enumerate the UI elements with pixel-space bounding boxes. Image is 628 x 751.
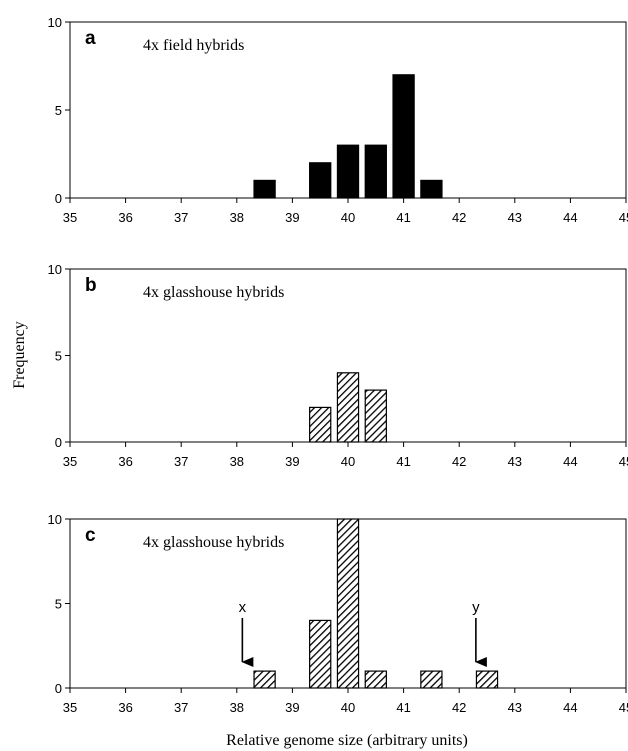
panel-letter: b xyxy=(85,275,97,296)
histogram-bar xyxy=(475,670,499,689)
y-tick-label: 10 xyxy=(48,512,62,527)
x-tick-label: 35 xyxy=(63,210,77,225)
x-tick-label: 40 xyxy=(341,454,355,469)
x-tick-label: 42 xyxy=(452,210,466,225)
y-tick-label: 0 xyxy=(55,191,62,206)
histogram-bar xyxy=(364,389,387,443)
histogram-bar xyxy=(309,406,332,443)
y-tick-label: 10 xyxy=(48,15,62,30)
x-tick-label: 38 xyxy=(230,454,244,469)
panel-title: 4x glasshouse hybrids xyxy=(143,534,284,551)
histogram-bar xyxy=(253,670,276,689)
panel-b: 0 5 10 35 36 37 38 39 40 41 42 43 44 45 b 4x glasshouse… xyxy=(48,262,628,469)
x-tick-label: 37 xyxy=(174,454,188,469)
histogram-bar xyxy=(364,670,387,689)
x-tick-label: 37 xyxy=(174,210,188,225)
annotation-label: x xyxy=(239,599,247,616)
panels: 0 5 10 35 36 37 38 39 40 41 42 43 44 45 a 4x field hybr… xyxy=(48,15,628,715)
histogram-bar xyxy=(364,144,387,199)
histogram-bar xyxy=(336,518,360,689)
x-tick-label: 39 xyxy=(285,210,299,225)
histogram-bar xyxy=(253,179,276,199)
x-tick-label: 38 xyxy=(230,210,244,225)
x-tick-label: 39 xyxy=(285,700,299,715)
x-tick-label: 35 xyxy=(63,454,77,469)
x-tick-label: 44 xyxy=(563,454,577,469)
x-tick-label: 41 xyxy=(396,210,410,225)
panel-c: 0 5 10 35 36 37 38 39 40 41 42 43 44 45 c 4x glasshouse… xyxy=(48,512,628,715)
x-tick-label: 35 xyxy=(63,700,77,715)
x-tick-label: 44 xyxy=(563,210,577,225)
histogram-bar xyxy=(420,179,443,199)
histogram-bar xyxy=(309,162,332,199)
y-tick-label: 5 xyxy=(55,103,62,118)
x-tick-label: 41 xyxy=(396,454,410,469)
y-tick-label: 5 xyxy=(55,349,62,364)
panel-title: 4x field hybrids xyxy=(143,37,244,54)
x-tick-label: 43 xyxy=(508,700,522,715)
x-tick-label: 40 xyxy=(341,700,355,715)
x-tick-label: 37 xyxy=(174,700,188,715)
panel-letter: c xyxy=(85,525,96,546)
y-tick-label: 0 xyxy=(55,435,62,450)
x-tick-label: 45 xyxy=(619,700,628,715)
x-tick-label: 41 xyxy=(396,700,410,715)
x-tick-label: 45 xyxy=(619,454,628,469)
x-tick-label: 44 xyxy=(563,700,577,715)
y-tick-label: 10 xyxy=(48,262,62,277)
histogram-bar xyxy=(336,144,360,199)
x-tick-label: 42 xyxy=(452,454,466,469)
histogram-bar xyxy=(336,372,360,443)
x-tick-label: 36 xyxy=(118,210,132,225)
y-axis-title: Frequency xyxy=(11,321,28,389)
histogram-bar xyxy=(392,74,415,199)
panel-title: 4x glasshouse hybrids xyxy=(143,284,284,301)
x-tick-label: 42 xyxy=(452,700,466,715)
annotation-label: y xyxy=(472,599,480,616)
y-tick-label: 5 xyxy=(55,597,62,612)
x-tick-label: 43 xyxy=(508,210,522,225)
x-tick-label: 45 xyxy=(619,210,628,225)
histogram-bar xyxy=(309,619,332,689)
x-tick-label: 36 xyxy=(118,700,132,715)
x-tick-label: 36 xyxy=(118,454,132,469)
histogram-bar xyxy=(420,670,443,689)
x-tick-label: 43 xyxy=(508,454,522,469)
panel-a: 0 5 10 35 36 37 38 39 40 41 42 43 44 45 a 4x field hybr… xyxy=(48,15,628,225)
x-tick-label: 40 xyxy=(341,210,355,225)
x-tick-label: 39 xyxy=(285,454,299,469)
x-tick-label: 38 xyxy=(230,700,244,715)
x-axis-title: Relative genome size (arbitrary units) xyxy=(226,732,468,749)
y-tick-label: 0 xyxy=(55,681,62,696)
panel-letter: a xyxy=(85,28,96,49)
